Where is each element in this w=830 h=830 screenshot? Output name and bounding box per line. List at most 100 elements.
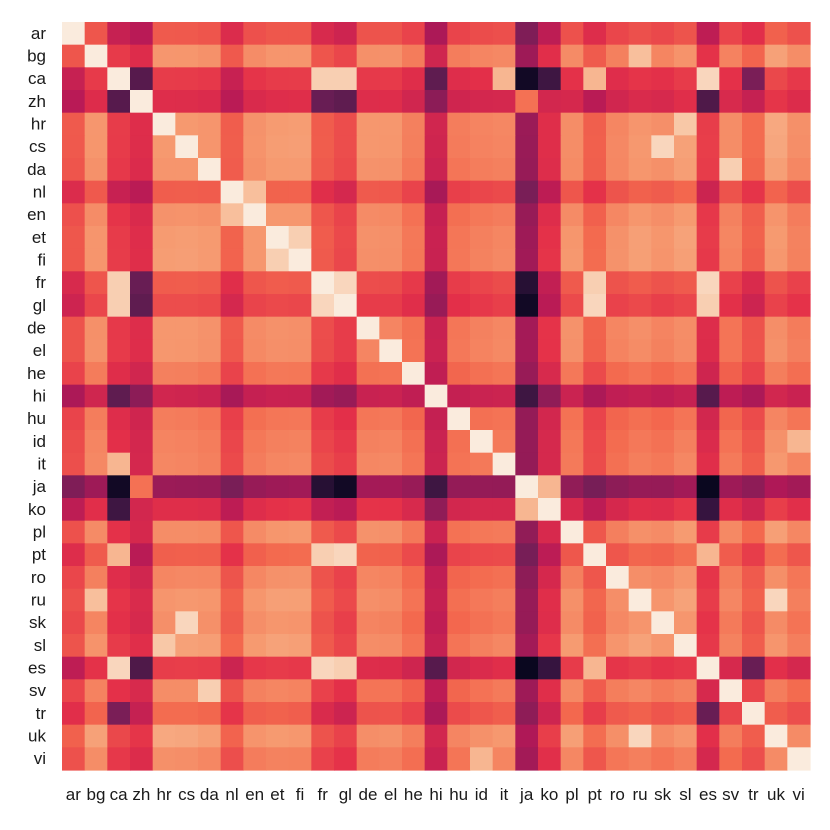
heatmap-cell-ca-tr — [742, 67, 766, 91]
heatmap-cell-sv-ar — [62, 679, 86, 703]
heatmap-cell-cs-es — [696, 135, 720, 159]
heatmap-cell-tr-bg — [84, 702, 108, 726]
heatmap-cell-gl-he — [402, 294, 426, 318]
heatmap-cell-id-hr — [152, 430, 176, 454]
heatmap-cell-ar-ar — [62, 22, 86, 46]
heatmap-cell-pl-ca — [107, 520, 131, 544]
heatmap-cell-nl-ro — [606, 180, 630, 204]
heatmap-cell-hi-pl — [560, 384, 584, 408]
heatmap-cell-fi-uk — [764, 248, 788, 272]
heatmap-cell-fi-sl — [674, 248, 698, 272]
heatmap-cell-et-ja — [515, 226, 539, 250]
heatmap-cell-ro-he — [402, 566, 426, 590]
heatmap-cell-de-en — [243, 316, 267, 340]
heatmap-cell-en-cs — [175, 203, 199, 227]
heatmap-cell-sl-ro — [606, 634, 630, 658]
heatmap-cell-it-cs — [175, 452, 199, 476]
heatmap-cell-es-he — [402, 656, 426, 680]
y-tick-label-pt: pt — [32, 545, 46, 564]
heatmap-cell-hi-ja — [515, 384, 539, 408]
heatmap-cell-ko-pl — [560, 498, 584, 522]
heatmap-cell-en-sv — [719, 203, 743, 227]
heatmap-cell-ja-ja — [515, 475, 539, 499]
heatmap-cell-fr-vi — [787, 271, 811, 295]
heatmap-cell-en-ca — [107, 203, 131, 227]
heatmap-cell-ro-da — [198, 566, 222, 590]
heatmap-cell-it-sv — [719, 452, 743, 476]
heatmap-cell-da-ca — [107, 158, 131, 182]
heatmap-cell-he-hr — [152, 362, 176, 386]
heatmap-cell-fr-sk — [651, 271, 675, 295]
heatmap-cell-et-fr — [311, 226, 335, 250]
heatmap-cell-ko-sk — [651, 498, 675, 522]
heatmap-cell-ru-hu — [447, 588, 471, 612]
x-tick-label-el: el — [384, 785, 397, 804]
heatmap-cell-nl-gl — [334, 180, 358, 204]
heatmap-cell-gl-ja — [515, 294, 539, 318]
heatmap-cell-hu-da — [198, 407, 222, 431]
heatmap-cell-pl-el — [379, 520, 403, 544]
heatmap-cell-he-ru — [628, 362, 652, 386]
heatmap-cell-cs-sv — [719, 135, 743, 159]
heatmap-cell-cs-id — [470, 135, 494, 159]
heatmap-cell-sk-it — [492, 611, 516, 635]
heatmap-cell-es-ru — [628, 656, 652, 680]
heatmap-cell-ja-ru — [628, 475, 652, 499]
heatmap-cell-id-zh — [130, 430, 154, 454]
heatmap-cell-tr-id — [470, 702, 494, 726]
heatmap-cell-sk-fr — [311, 611, 335, 635]
heatmap-cell-id-uk — [764, 430, 788, 454]
heatmap-cell-fr-fi — [288, 271, 312, 295]
heatmap-cell-ro-zh — [130, 566, 154, 590]
y-tick-label-ro: ro — [31, 568, 46, 587]
heatmap-cell-el-ar — [62, 339, 86, 363]
heatmap-cell-et-ru — [628, 226, 652, 250]
heatmap-cell-vi-el — [379, 747, 403, 771]
x-tick-labels: ar bg ca zh hr cs da nl en et fi fr gl de el he hi hu id it… — [66, 785, 805, 804]
heatmap-cell-nl-hu — [447, 180, 471, 204]
heatmap-cell-ar-it — [492, 22, 516, 46]
heatmap-cell-fr-gl — [334, 271, 358, 295]
heatmap-cell-bg-gl — [334, 44, 358, 68]
heatmap-cell-gl-nl — [220, 294, 244, 318]
heatmap-cell-pl-et — [266, 520, 290, 544]
heatmap-cell-ar-de — [356, 22, 380, 46]
heatmap-cell-pl-nl — [220, 520, 244, 544]
heatmap-cell-en-uk — [764, 203, 788, 227]
heatmap-cell-es-tr — [742, 656, 766, 680]
heatmap-cell-pt-ro — [606, 543, 630, 567]
heatmap-cell-ro-ja — [515, 566, 539, 590]
heatmap-cell-es-de — [356, 656, 380, 680]
heatmap-cell-id-tr — [742, 430, 766, 454]
heatmap-cell-el-vi — [787, 339, 811, 363]
heatmap-cell-da-hi — [424, 158, 448, 182]
heatmap-cell-uk-ru — [628, 724, 652, 748]
heatmap-cell-da-it — [492, 158, 516, 182]
heatmap-cell-de-tr — [742, 316, 766, 340]
heatmap-cell-sl-el — [379, 634, 403, 658]
heatmap-cell-ja-ko — [538, 475, 562, 499]
heatmap-cell-fi-es — [696, 248, 720, 272]
heatmap-cell-hr-de — [356, 112, 380, 136]
heatmap-cell-uk-tr — [742, 724, 766, 748]
heatmap-cell-el-sv — [719, 339, 743, 363]
heatmap-cell-ca-en — [243, 67, 267, 91]
heatmap-cell-pt-ca — [107, 543, 131, 567]
heatmap-cell-nl-sv — [719, 180, 743, 204]
heatmap-cell-el-et — [266, 339, 290, 363]
heatmap-cell-bg-et — [266, 44, 290, 68]
heatmap-cell-el-hu — [447, 339, 471, 363]
heatmap-cell-uk-hu — [447, 724, 471, 748]
heatmap-cell-fr-pl — [560, 271, 584, 295]
heatmap-cell-fi-en — [243, 248, 267, 272]
heatmap-cell-ko-cs — [175, 498, 199, 522]
y-tick-label-tr: tr — [36, 704, 47, 723]
heatmap-cell-zh-hu — [447, 90, 471, 114]
heatmap-cell-da-id — [470, 158, 494, 182]
heatmap-cell-sv-zh — [130, 679, 154, 703]
heatmap-cell-sk-vi — [787, 611, 811, 635]
heatmap-cell-id-gl — [334, 430, 358, 454]
heatmap-cell-uk-vi — [787, 724, 811, 748]
heatmap-cell-sk-nl — [220, 611, 244, 635]
heatmap-cell-pl-bg — [84, 520, 108, 544]
